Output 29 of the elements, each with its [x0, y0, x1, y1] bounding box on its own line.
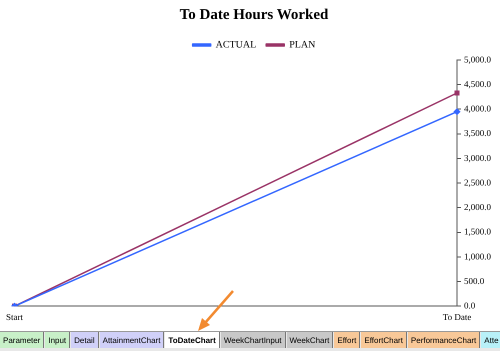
chart-title: To Date Hours Worked: [180, 6, 330, 23]
text: ToDateChart: [165, 332, 220, 348]
y-tick-label: 500.0: [464, 276, 485, 286]
text: Detail: [71, 332, 99, 348]
text: WeekChartInput: [220, 332, 286, 348]
x-tick-label: Start: [6, 312, 24, 322]
y-tick-label: 2,000.0: [464, 202, 492, 212]
x-tick-label: To Date: [442, 312, 472, 322]
y-tick-label: 2,500.0: [464, 177, 492, 188]
y-tick-label: 3,500.0: [464, 128, 492, 138]
text: PerformanceChart: [408, 332, 480, 348]
text: Parameter: [0, 332, 44, 348]
text: Effort: [334, 332, 360, 348]
text: WeekChart: [286, 332, 334, 348]
y-tick-label: 1,000.0: [464, 251, 492, 262]
y-tick-label: 4,500.0: [464, 78, 492, 89]
point: [454, 90, 460, 96]
legend-label: PLAN: [289, 40, 316, 51]
y-tick-label: 1,500.0: [464, 226, 492, 237]
y-tick-label: 0.0: [464, 300, 476, 311]
y-tick-label: 5,000.0: [464, 54, 492, 64]
y-tick-label: 4,000.0: [464, 104, 492, 114]
text: AttainmentChart: [100, 332, 164, 348]
text: EffortChart: [361, 332, 407, 348]
point: [454, 108, 460, 115]
y-tick-label: 3,000.0: [464, 152, 492, 163]
text: Atte: [481, 332, 500, 348]
text: Input: [45, 332, 70, 348]
legend-label: ACTUAL: [216, 40, 256, 51]
